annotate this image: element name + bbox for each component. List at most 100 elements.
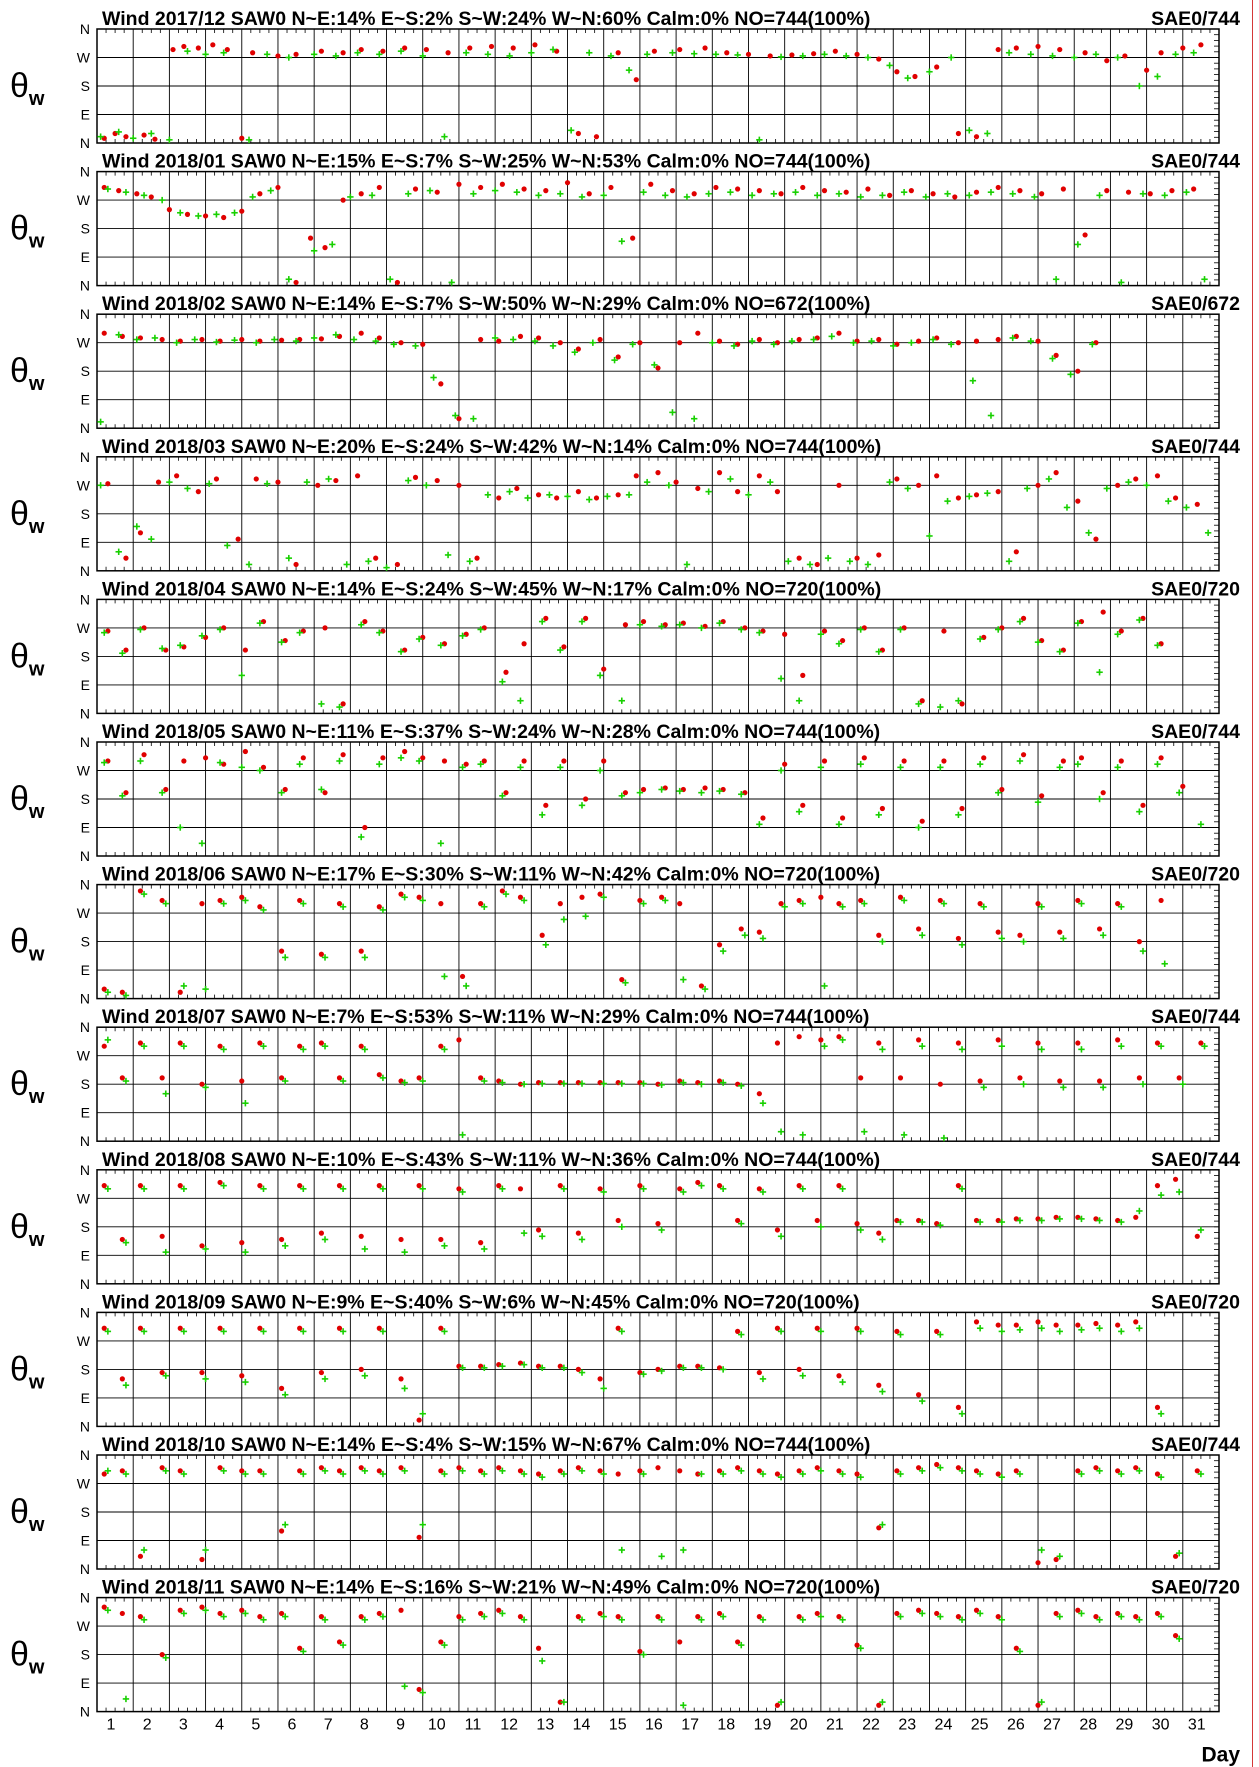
data-point-red xyxy=(376,335,382,341)
data-point-red xyxy=(438,381,444,387)
data-point-green xyxy=(564,493,571,500)
data-point-green xyxy=(499,792,506,800)
data-point-green xyxy=(1172,51,1179,58)
data-point-green xyxy=(1078,1326,1085,1334)
data-point-green xyxy=(101,759,108,766)
data-point-green xyxy=(817,1467,825,1475)
data-point-green xyxy=(976,1470,984,1478)
data-point-red xyxy=(894,1610,900,1617)
data-point-green xyxy=(282,954,289,961)
wind-panel: Wind 2018/08 SAW0 N~E:10% E~S:43% S~W:11… xyxy=(10,1149,1240,1292)
data-point-green xyxy=(520,1616,528,1623)
data-point-red xyxy=(735,1639,741,1645)
data-point-green xyxy=(1183,504,1190,511)
data-point-green xyxy=(958,1616,966,1623)
data-point-green xyxy=(441,1242,448,1249)
data-point-red xyxy=(416,1686,422,1693)
data-point-green xyxy=(897,1218,904,1226)
data-point-red xyxy=(535,1080,542,1086)
data-point-green xyxy=(1071,54,1078,61)
data-point-red xyxy=(716,1468,723,1474)
data-point-green xyxy=(1118,1328,1125,1335)
data-point-red xyxy=(318,951,324,957)
data-point-green xyxy=(799,52,806,60)
wind-panel: Wind 2018/09 SAW0 N~E:9% E~S:40% S~W:6% … xyxy=(10,1291,1240,1434)
data-point-red xyxy=(478,1610,484,1617)
data-point-red xyxy=(724,50,730,56)
data-point-red xyxy=(876,1525,882,1531)
data-point-green xyxy=(282,1077,289,1085)
data-point-red xyxy=(597,336,603,343)
data-point-red xyxy=(101,1183,107,1189)
data-point-green xyxy=(310,51,318,58)
data-point-red xyxy=(1133,1319,1139,1325)
data-point-green xyxy=(915,700,922,708)
data-point-red xyxy=(340,197,346,203)
data-point-red xyxy=(1154,1404,1161,1410)
data-point-green xyxy=(1157,1473,1165,1481)
data-point-red xyxy=(278,1528,285,1534)
data-point-red xyxy=(137,888,144,894)
y-tick-label: N xyxy=(80,991,90,1007)
data-point-red xyxy=(1154,1471,1161,1477)
data-point-red xyxy=(1013,1322,1019,1328)
data-point-red xyxy=(778,191,784,197)
data-point-red xyxy=(1140,802,1146,808)
data-point-red xyxy=(1053,352,1059,358)
data-point-green xyxy=(658,1226,665,1234)
data-point-red xyxy=(876,56,882,62)
data-point-red xyxy=(557,1183,563,1189)
data-point-green xyxy=(358,833,365,841)
data-point-green xyxy=(1020,1081,1027,1088)
data-point-green xyxy=(600,1080,607,1087)
data-point-green xyxy=(538,1233,546,1240)
data-point-green xyxy=(1034,638,1042,646)
data-point-red xyxy=(199,1081,205,1087)
y-tick-label: S xyxy=(81,934,90,950)
data-point-red xyxy=(745,51,752,57)
wind-panel: Wind 2018/07 SAW0 N~E:7% E~S:53% S~W:11%… xyxy=(10,1006,1240,1149)
data-point-green xyxy=(173,339,180,346)
data-point-red xyxy=(318,1614,324,1620)
data-point-green xyxy=(332,52,340,60)
data-point-green xyxy=(879,1388,886,1395)
data-point-green xyxy=(698,1616,705,1623)
data-point-green xyxy=(517,697,524,704)
data-point-green xyxy=(506,488,513,495)
data-point-green xyxy=(1175,1635,1183,1642)
x-tick-label: 3 xyxy=(179,1717,188,1734)
data-point-red xyxy=(1093,1465,1099,1471)
data-point-green xyxy=(140,1185,148,1192)
y-tick-label: N xyxy=(80,164,90,180)
data-point-green xyxy=(1096,192,1103,199)
data-point-red xyxy=(242,748,248,755)
panel-station-label: SAE0/744 xyxy=(1151,1149,1240,1171)
data-point-green xyxy=(104,1185,112,1192)
data-point-red xyxy=(1057,929,1063,935)
data-point-green xyxy=(705,488,712,495)
data-point-red xyxy=(257,1183,263,1189)
data-point-red xyxy=(398,1376,404,1382)
wind-panel: Wind 2018/03 SAW0 N~E:20% E~S:24% S~W:42… xyxy=(10,436,1240,579)
data-point-green xyxy=(698,624,705,632)
data-point-red xyxy=(137,1553,144,1559)
x-tick-label: 13 xyxy=(536,1717,554,1734)
data-point-green xyxy=(140,1616,148,1623)
data-point-green xyxy=(477,626,484,633)
data-point-red xyxy=(1057,1078,1063,1084)
data-point-red xyxy=(119,1468,125,1474)
data-point-green xyxy=(115,548,122,555)
data-point-green xyxy=(1201,1043,1208,1050)
data-point-red xyxy=(459,973,466,980)
data-point-red xyxy=(239,135,245,141)
data-point-red xyxy=(217,338,223,344)
data-point-green xyxy=(640,1470,647,1478)
data-point-red xyxy=(995,1037,1001,1043)
data-point-red xyxy=(445,50,451,56)
data-point-green xyxy=(1118,1043,1125,1050)
data-point-green xyxy=(310,247,318,254)
data-point-red xyxy=(1013,549,1019,555)
data-point-red xyxy=(282,786,288,793)
data-point-red xyxy=(1053,1322,1059,1328)
data-point-red xyxy=(615,354,621,360)
